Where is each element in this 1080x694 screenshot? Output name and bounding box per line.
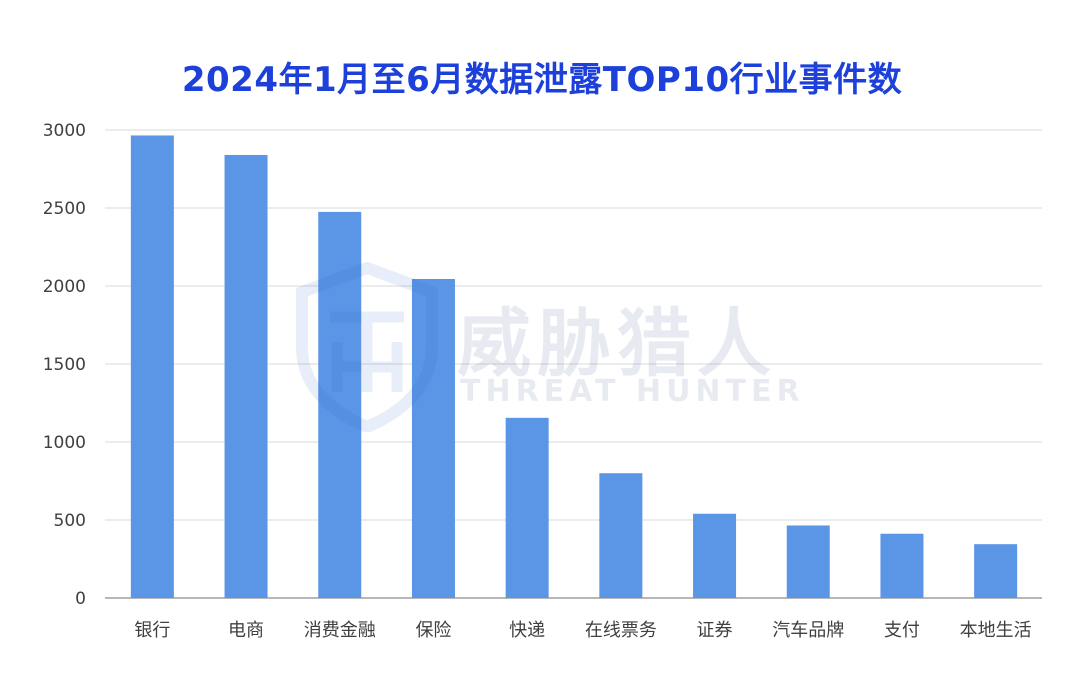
x-tick-label: 在线票务 — [585, 620, 657, 641]
x-tick-label: 汽车品牌 — [772, 620, 844, 641]
y-tick-label: 1000 — [43, 433, 86, 453]
bar — [880, 533, 924, 598]
x-tick-label: 快递 — [509, 620, 545, 641]
y-axis-ticks: 0 500 1000 1500 2000 2500 3000 — [43, 121, 86, 609]
bar — [411, 278, 455, 598]
y-tick-label: 500 — [54, 511, 86, 531]
y-tick-label: 1500 — [43, 355, 86, 375]
bar — [318, 211, 362, 598]
x-tick-label: 支付 — [884, 620, 920, 641]
x-tick-label: 银行 — [134, 620, 170, 641]
x-tick-label: 消费金融 — [304, 620, 376, 641]
y-tick-label: 2000 — [43, 277, 86, 297]
y-tick-label: 0 — [75, 589, 86, 609]
x-tick-label: 证券 — [697, 620, 733, 641]
chart-title: 2024年1月至6月数据泄露TOP10行业事件数 — [181, 60, 903, 100]
bar — [505, 417, 549, 598]
bar — [693, 513, 737, 598]
x-tick-label: 保险 — [415, 620, 451, 641]
bar — [599, 473, 643, 598]
y-tick-label: 2500 — [43, 199, 86, 219]
bar — [974, 544, 1018, 598]
bar — [224, 154, 268, 598]
x-tick-label: 电商 — [228, 620, 264, 641]
x-axis-ticks: 银行 电商 消费金融 保险 快递 在线票务 证券 汽车品牌 支付 本地生活 — [134, 620, 1031, 641]
bar — [130, 135, 174, 598]
bar — [786, 525, 830, 598]
y-tick-label: 3000 — [43, 121, 86, 141]
x-tick-label: 本地生活 — [960, 620, 1032, 641]
bars — [130, 135, 1018, 598]
